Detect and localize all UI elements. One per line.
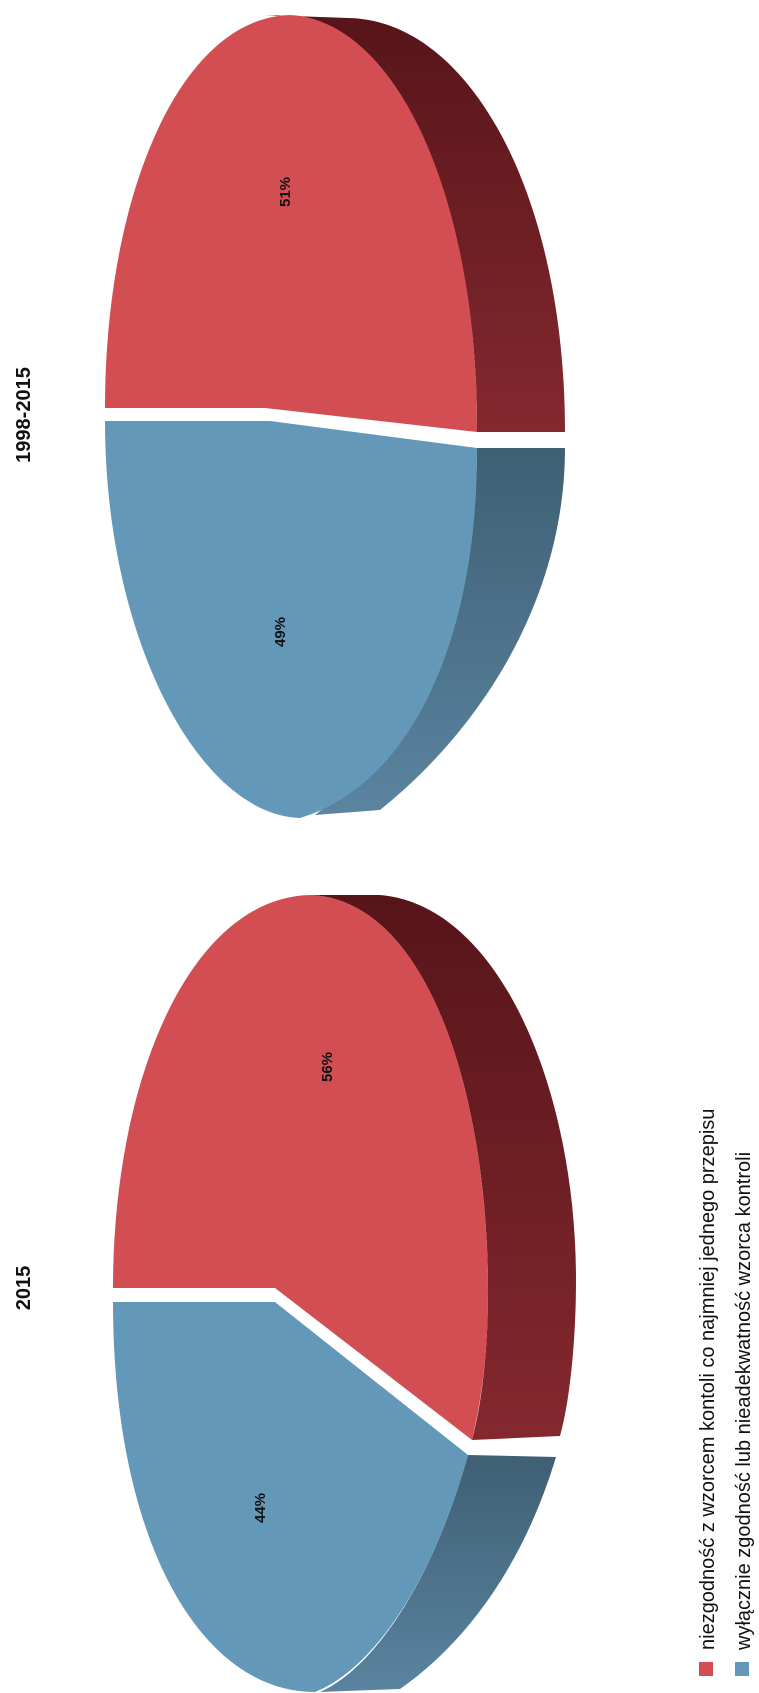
slice-label-1998-2015-red: 51% bbox=[277, 177, 294, 207]
legend: niezgodność z wzorcem kontoli co najmnie… bbox=[697, 1109, 755, 1676]
pie-slice-2015-red bbox=[113, 895, 488, 1440]
slice-label-2015-blue: 44% bbox=[252, 1493, 269, 1523]
pie-slice-side-1998-2015-red bbox=[265, 15, 565, 432]
pie-slice-1998-2015-red bbox=[105, 15, 478, 432]
pie-slice-1998-2015-blue bbox=[105, 421, 478, 818]
pie-chart-2015: 2015 56% 44% bbox=[13, 895, 576, 1692]
slice-label-2015-red: 56% bbox=[319, 1052, 336, 1082]
pie-slice-side-1998-2015-blue bbox=[315, 448, 565, 815]
pie-chart-1998-2015: 1998-2015 51% 49% bbox=[13, 15, 565, 818]
legend-label-red: niezgodność z wzorcem kontoli co najmnie… bbox=[697, 1109, 719, 1650]
pie-slice-side-2015-red bbox=[310, 895, 576, 1440]
legend-swatch-red bbox=[699, 1662, 713, 1676]
legend-swatch-blue bbox=[735, 1662, 749, 1676]
pie-slice-2015-blue bbox=[113, 1302, 468, 1692]
chart-title-1998-2015: 1998-2015 bbox=[13, 367, 35, 463]
chart-title-2015: 2015 bbox=[13, 1266, 35, 1311]
legend-label-blue: wyłącznie zgodność lub nieadekwatność wz… bbox=[733, 1152, 755, 1651]
slice-label-1998-2015-blue: 49% bbox=[272, 617, 289, 647]
pie-slice-side-2015-blue bbox=[320, 1455, 556, 1692]
